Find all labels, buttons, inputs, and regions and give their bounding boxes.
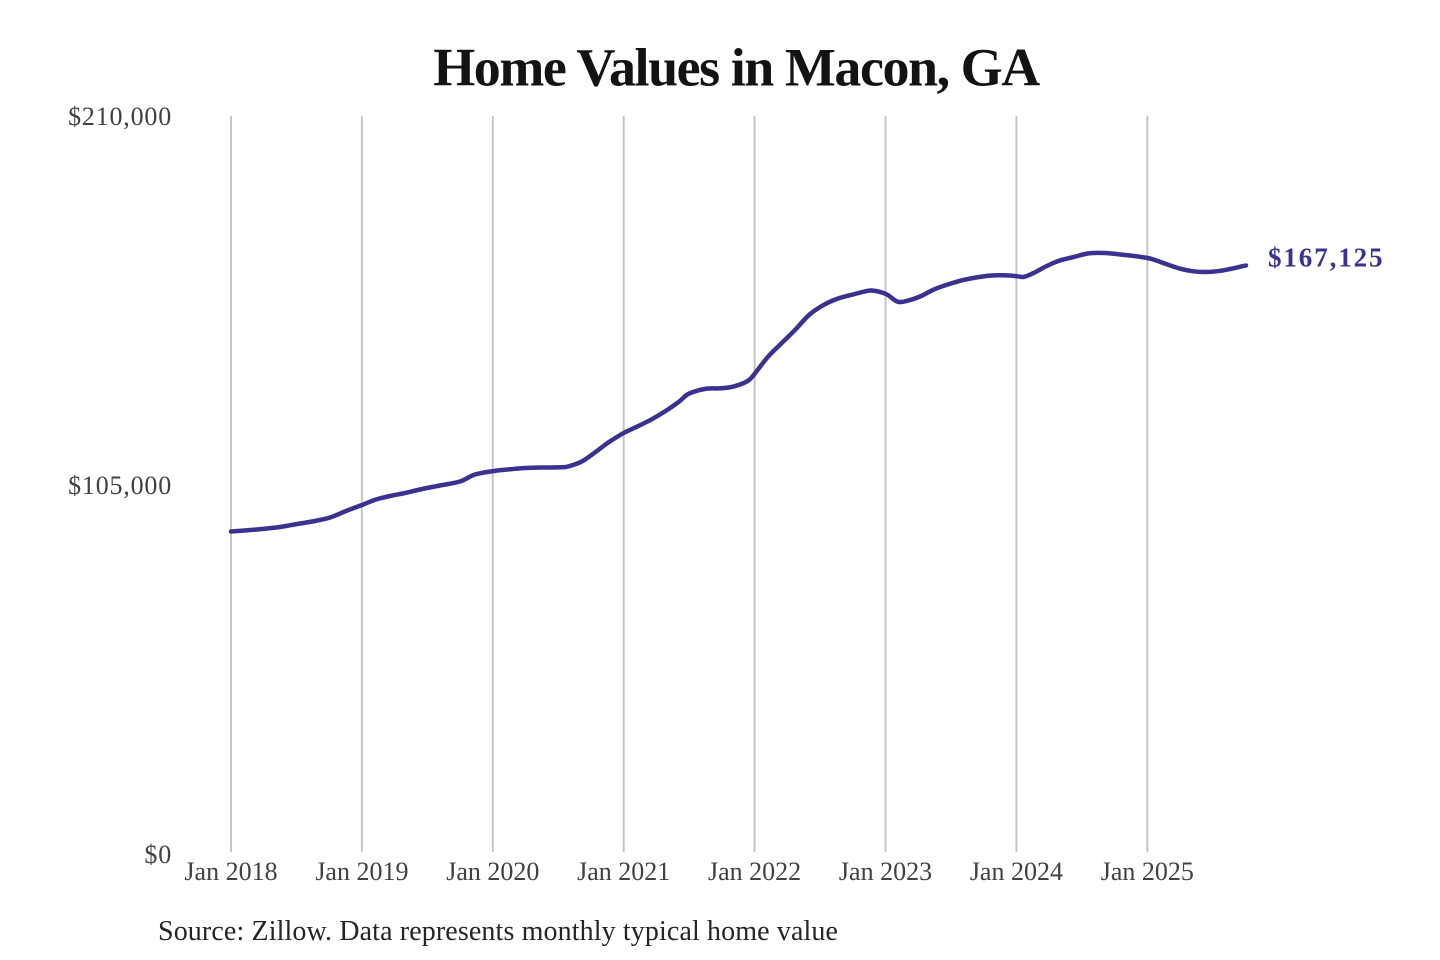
svg-text:Jan 2020: Jan 2020 <box>446 857 539 886</box>
svg-text:Source: Zillow. Data represent: Source: Zillow. Data represents monthly … <box>158 916 838 947</box>
svg-text:Jan 2019: Jan 2019 <box>315 857 408 886</box>
svg-text:Jan 2023: Jan 2023 <box>839 857 932 886</box>
svg-text:$210,000: $210,000 <box>68 102 172 131</box>
svg-text:Jan 2024: Jan 2024 <box>970 857 1063 886</box>
svg-text:Jan 2021: Jan 2021 <box>577 857 670 886</box>
svg-text:Home Values in Macon, GA: Home Values in Macon, GA <box>433 38 1040 98</box>
svg-text:Jan 2025: Jan 2025 <box>1101 857 1194 886</box>
svg-text:$167,125: $167,125 <box>1268 243 1384 273</box>
svg-text:$105,000: $105,000 <box>68 471 172 500</box>
svg-text:Jan 2018: Jan 2018 <box>184 857 277 886</box>
svg-text:Jan 2022: Jan 2022 <box>708 857 801 886</box>
svg-text:$0: $0 <box>144 840 172 869</box>
